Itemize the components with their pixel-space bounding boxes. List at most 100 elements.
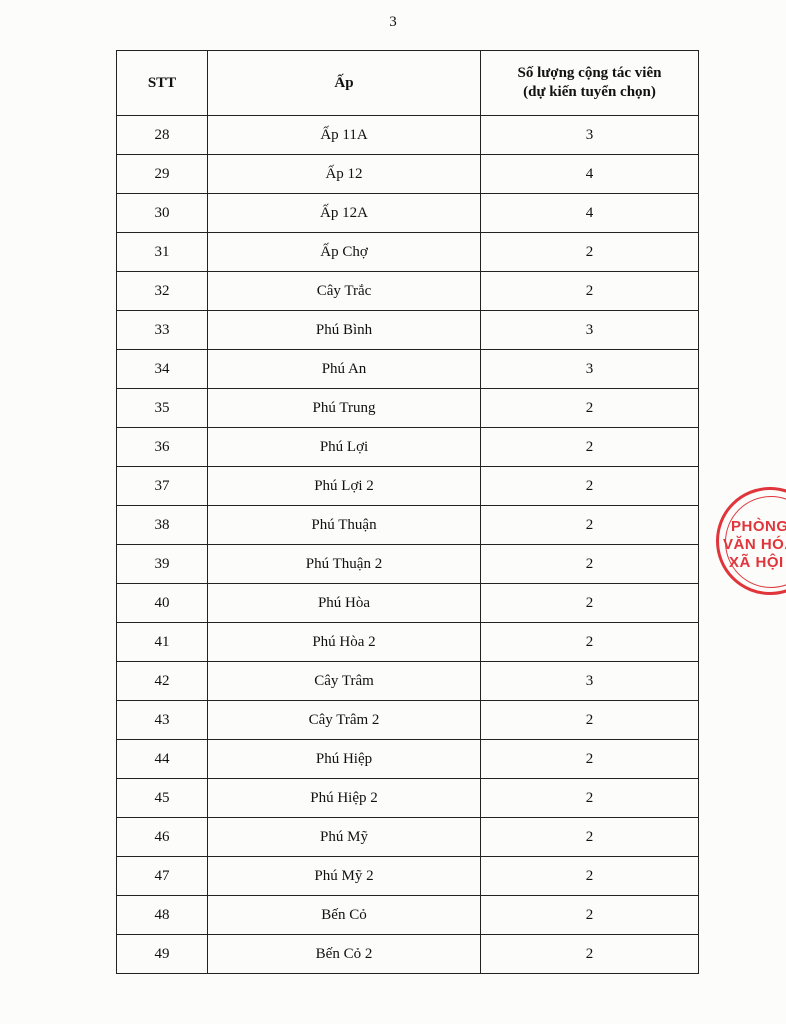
count-cell: 3: [480, 661, 699, 701]
table-row: 40 Phú Hòa 2: [116, 583, 699, 623]
count-cell: 2: [480, 427, 699, 467]
stt-cell: 46: [116, 817, 208, 857]
hamlet-cell: Cây Trâm 2: [207, 700, 481, 740]
table-row: 36 Phú Lợi 2: [116, 427, 699, 467]
count-cell: 2: [480, 388, 699, 428]
count-cell: 2: [480, 583, 699, 623]
table-row: 46 Phú Mỹ 2: [116, 817, 699, 857]
table-row: 28 Ấp 11A 3: [116, 115, 699, 155]
table-row: 31 Ấp Chợ 2: [116, 232, 699, 272]
header-row: STT Ấp Số lượng cộng tác viên (dự kiến tu…: [116, 50, 699, 116]
table-body: 28 Ấp 11A 3 29 Ấp 12 4 30 Ấp 12A 4 31 Ấp Chợ 2 32 Cây…: [116, 115, 699, 974]
header-line: Số lượng cộng tác viên: [517, 65, 662, 81]
stt-cell: 48: [116, 895, 208, 935]
stt-cell: 39: [116, 544, 208, 584]
hamlet-cell: Phú Mỹ: [207, 817, 481, 857]
hamlet-cell: Phú Thuận: [207, 505, 481, 545]
count-cell: 2: [480, 271, 699, 311]
table-row: 42 Cây Trâm 3: [116, 661, 699, 701]
count-cell: 2: [480, 817, 699, 857]
hamlet-cell: Ấp Chợ: [207, 232, 481, 272]
stt-cell: 37: [116, 466, 208, 506]
hamlet-cell: Phú An: [207, 349, 481, 389]
header-cell: STT: [116, 50, 208, 116]
table-row: 29 Ấp 12 4: [116, 154, 699, 194]
count-cell: 2: [480, 505, 699, 545]
stt-cell: 42: [116, 661, 208, 701]
count-cell: 4: [480, 193, 699, 233]
hamlet-cell: Phú Lợi 2: [207, 466, 481, 506]
stt-cell: 29: [116, 154, 208, 194]
count-cell: 2: [480, 622, 699, 662]
header-line: (dự kiến tuyển chọn): [523, 84, 656, 100]
stt-cell: 38: [116, 505, 208, 545]
stt-cell: 32: [116, 271, 208, 311]
count-cell: 3: [480, 310, 699, 350]
stamp: PHÒNG VĂN HÓA XÃ HỘI: [716, 487, 786, 595]
count-cell: 2: [480, 700, 699, 740]
count-cell: 2: [480, 232, 699, 272]
count-cell: 2: [480, 895, 699, 935]
header-cell: Ấp: [207, 50, 481, 116]
count-cell: 2: [480, 934, 699, 974]
stamp-text: PHÒNG: [731, 518, 786, 535]
table-header: STT Ấp Số lượng cộng tác viên (dự kiến tu…: [116, 50, 699, 116]
stt-cell: 30: [116, 193, 208, 233]
stt-cell: 47: [116, 856, 208, 896]
stt-cell: 28: [116, 115, 208, 155]
hamlet-cell: Cây Trắc: [207, 271, 481, 311]
count-cell: 2: [480, 778, 699, 818]
hamlet-cell: Phú Bình: [207, 310, 481, 350]
count-cell: 3: [480, 115, 699, 155]
stt-cell: 35: [116, 388, 208, 428]
table-row: 34 Phú An 3: [116, 349, 699, 389]
stamp-text: VĂN HÓA: [723, 536, 786, 553]
stt-cell: 44: [116, 739, 208, 779]
count-cell: 2: [480, 544, 699, 584]
stamp-text: XÃ HỘI: [729, 554, 784, 571]
header-cell: Số lượng cộng tác viên (dự kiến tuyển chọ…: [480, 50, 699, 116]
table-row: 48 Bến Cỏ 2: [116, 895, 699, 935]
count-cell: 2: [480, 739, 699, 779]
table-row: 38 Phú Thuận 2: [116, 505, 699, 545]
stt-cell: 49: [116, 934, 208, 974]
stt-cell: 31: [116, 232, 208, 272]
hamlet-cell: Ấp 11A: [207, 115, 481, 155]
hamlet-cell: Phú Hiệp: [207, 739, 481, 779]
count-cell: 4: [480, 154, 699, 194]
hamlet-cell: Bến Cỏ: [207, 895, 481, 935]
stt-cell: 40: [116, 583, 208, 623]
stt-cell: 34: [116, 349, 208, 389]
count-cell: 2: [480, 466, 699, 506]
hamlet-cell: Phú Hòa: [207, 583, 481, 623]
hamlet-cell: Phú Trung: [207, 388, 481, 428]
count-cell: 3: [480, 349, 699, 389]
hamlet-cell: Phú Thuận 2: [207, 544, 481, 584]
table-row: 33 Phú Bình 3: [116, 310, 699, 350]
hamlet-cell: Ấp 12A: [207, 193, 481, 233]
table-row: 44 Phú Hiệp 2: [116, 739, 699, 779]
hamlet-cell: Phú Lợi: [207, 427, 481, 467]
stt-cell: 41: [116, 622, 208, 662]
hamlet-cell: Cây Trâm: [207, 661, 481, 701]
stt-cell: 33: [116, 310, 208, 350]
table-row: 32 Cây Trắc 2: [116, 271, 699, 311]
page-number: 3: [389, 14, 397, 30]
stt-cell: 43: [116, 700, 208, 740]
table-row: 30 Ấp 12A 4: [116, 193, 699, 233]
hamlet-cell: Ấp 12: [207, 154, 481, 194]
hamlet-cell: Bến Cỏ 2: [207, 934, 481, 974]
stt-cell: 36: [116, 427, 208, 467]
table-row: 35 Phú Trung 2: [116, 388, 699, 428]
hamlet-cell: Phú Hiệp 2: [207, 778, 481, 818]
table: STT Ấp Số lượng cộng tác viên (dự kiến tu…: [116, 50, 699, 974]
stt-cell: 45: [116, 778, 208, 818]
